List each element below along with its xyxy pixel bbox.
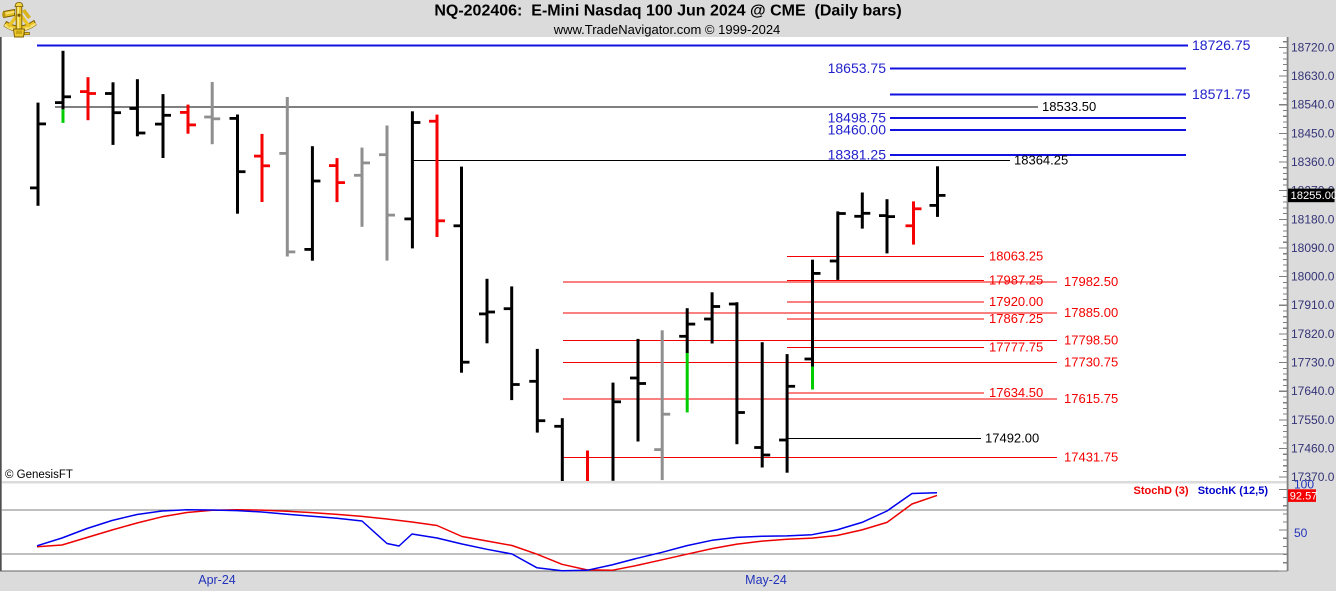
svg-text:17798.50: 17798.50 (1064, 333, 1118, 348)
svg-text:17910.0: 17910.0 (1291, 298, 1335, 312)
svg-text:18540.0: 18540.0 (1291, 98, 1335, 112)
svg-text:17885.00: 17885.00 (1064, 305, 1118, 320)
svg-text:18533.50: 18533.50 (1042, 99, 1096, 114)
svg-text:17982.50: 17982.50 (1064, 274, 1118, 289)
svg-text:17920.00: 17920.00 (989, 294, 1043, 309)
svg-text:17460.0: 17460.0 (1291, 442, 1335, 456)
svg-text:18360.0: 18360.0 (1291, 155, 1335, 169)
svg-text:18571.75: 18571.75 (1192, 86, 1251, 102)
svg-text:18255.00: 18255.00 (1291, 190, 1336, 202)
svg-text:17640.0: 17640.0 (1291, 384, 1335, 398)
svg-text:100: 100 (1294, 478, 1314, 492)
svg-text:18450.0: 18450.0 (1291, 126, 1335, 140)
svg-text:17492.00: 17492.00 (985, 430, 1039, 445)
svg-text:17550.0: 17550.0 (1291, 413, 1335, 427)
svg-text:StochD (3): StochD (3) (1134, 485, 1189, 497)
svg-text:17820.0: 17820.0 (1291, 327, 1335, 341)
svg-text:NQ-202406: E-Mini Nasdaq 100: NQ-202406: E-Mini Nasdaq 100 Jun 2024 @ … (434, 3, 901, 20)
svg-text:18381.25: 18381.25 (828, 147, 887, 163)
svg-text:18720.0: 18720.0 (1291, 40, 1335, 54)
svg-text:18364.25: 18364.25 (1014, 153, 1068, 168)
svg-text:17615.75: 17615.75 (1064, 391, 1118, 406)
svg-text:18653.75: 18653.75 (828, 60, 887, 76)
svg-text:17431.75: 17431.75 (1064, 450, 1118, 465)
svg-text:18630.0: 18630.0 (1291, 69, 1335, 83)
svg-text:May-24: May-24 (745, 573, 787, 587)
svg-text:StochK (12,5): StochK (12,5) (1198, 485, 1269, 497)
svg-text:18498.75: 18498.75 (828, 109, 887, 125)
svg-text:18460.00: 18460.00 (828, 122, 887, 138)
svg-text:18063.25: 18063.25 (989, 249, 1043, 264)
svg-text:17777.75: 17777.75 (989, 339, 1043, 354)
svg-text:18726.75: 18726.75 (1192, 37, 1251, 53)
svg-text:17730.0: 17730.0 (1291, 356, 1335, 370)
svg-text:18000.0: 18000.0 (1291, 270, 1335, 284)
svg-text:17634.50: 17634.50 (989, 385, 1043, 400)
svg-text:www.TradeNavigator.com © 1999-: www.TradeNavigator.com © 1999-2024 (553, 22, 781, 37)
svg-text:17730.75: 17730.75 (1064, 354, 1118, 369)
svg-text:17987.25: 17987.25 (989, 273, 1043, 288)
svg-text:© GenesisFT: © GenesisFT (5, 469, 73, 481)
svg-text:18090.0: 18090.0 (1291, 241, 1335, 255)
svg-text:50: 50 (1294, 526, 1308, 540)
svg-text:17867.25: 17867.25 (989, 311, 1043, 326)
svg-text:18180.0: 18180.0 (1291, 212, 1335, 226)
svg-text:Apr-24: Apr-24 (198, 573, 236, 587)
svg-text:17370.0: 17370.0 (1291, 470, 1335, 484)
svg-text:92.57: 92.57 (1290, 490, 1318, 502)
